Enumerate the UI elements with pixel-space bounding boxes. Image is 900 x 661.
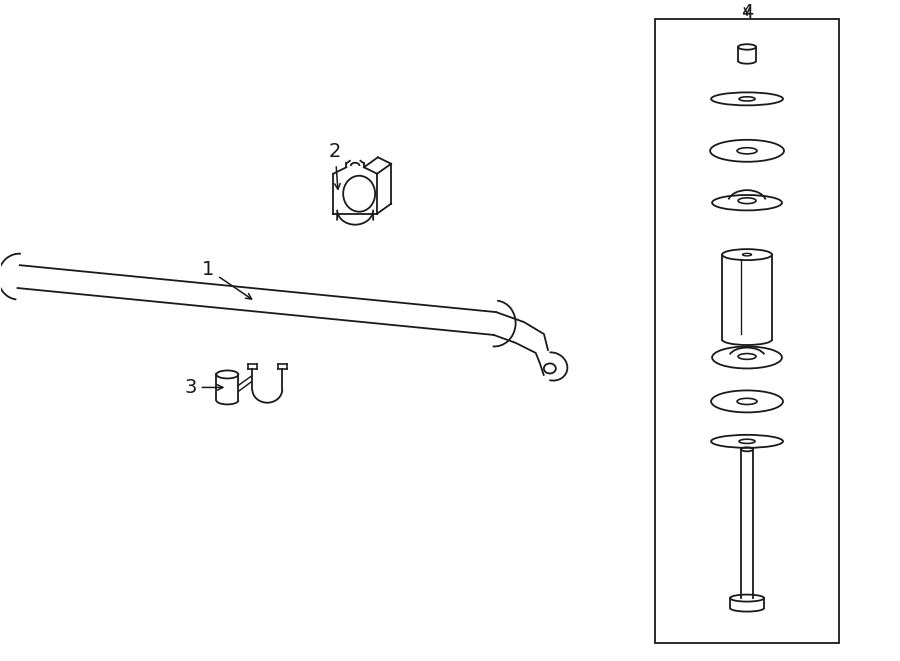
Text: 4: 4 bbox=[741, 3, 753, 22]
Bar bbox=[654, 19, 840, 643]
Text: 3: 3 bbox=[184, 378, 223, 397]
Text: 1: 1 bbox=[202, 260, 252, 299]
Text: 2: 2 bbox=[329, 142, 341, 189]
